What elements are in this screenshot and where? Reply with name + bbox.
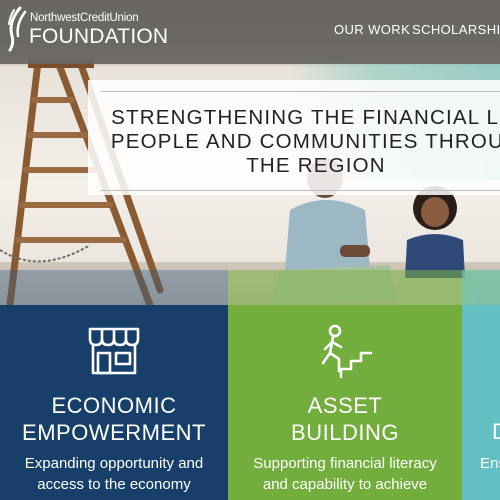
nav-our-work[interactable]: OUR WORK [334,22,411,37]
card-title-line: ECONOMIC [51,393,177,418]
logo-text-foundation: FOUNDATION [29,25,169,48]
headline-line: PEOPLE AND COMMUNITIES THROUG [110,130,500,153]
top-nav-bar: NorthwestCreditUnion FOUNDATION OUR WORK… [0,0,500,64]
color-band-teal [462,270,500,305]
hero-headline: STRENGTHENING THE FINANCIAL LIV PEOPLE A… [96,106,500,178]
card-title-line: EMPOWERMENT [22,420,206,445]
card-description: Supporting financial literacy and capabi… [228,453,462,495]
card-third-program[interactable]: D Ens [462,305,500,500]
card-asset-building[interactable]: ASSET BUILDING Supporting financial lite… [228,305,462,500]
headline-line: THE REGION [246,154,386,177]
card-title: ASSET BUILDING [228,392,462,446]
person-climbing-stairs-icon [321,324,373,379]
nav-scholarships[interactable]: SCHOLARSHIPS [412,22,500,37]
foundation-logo[interactable]: NorthwestCreditUnion FOUNDATION [6,6,168,54]
card-title-line: BUILDING [291,420,399,445]
headline-divider-top [100,91,500,92]
headline-divider-bottom [100,190,500,191]
card-economic-empowerment[interactable]: ECONOMIC EMPOWERMENT Expanding opportuni… [0,305,228,500]
color-band-green [228,270,500,305]
storefront-icon [88,327,140,375]
card-desc-line: and capability to achieve [262,476,428,493]
headline-panel [88,80,500,195]
card-title: ECONOMIC EMPOWERMENT [0,392,228,446]
logo-text-org: NorthwestCreditUnion [30,12,139,24]
color-band-blue [0,270,228,305]
card-desc-line: Supporting financial literacy [253,455,437,472]
card-description: Ens [480,455,500,472]
card-desc-line: Expanding opportunity and [24,455,204,472]
card-desc-line: access to the economy [37,476,191,493]
card-title-line: ASSET [307,393,383,418]
logo-swoosh-icon [8,6,27,52]
card-description: Expanding opportunity and access to the … [0,453,228,495]
headline-line: STRENGTHENING THE FINANCIAL LIV [111,106,500,129]
card-title: D [492,419,500,444]
